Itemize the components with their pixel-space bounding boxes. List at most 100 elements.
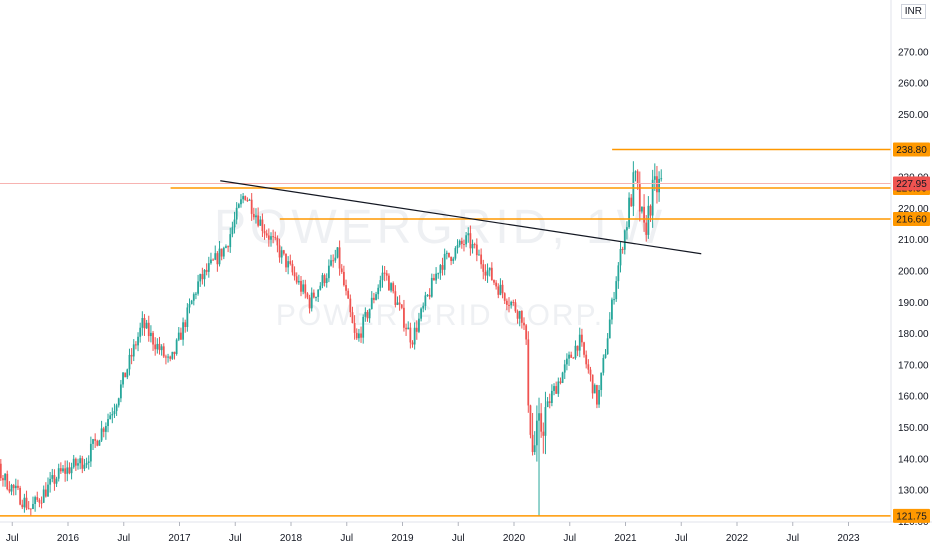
candle-body (347, 290, 350, 299)
candle-body (535, 420, 538, 446)
candle-body (647, 205, 650, 235)
candle-body (212, 259, 214, 261)
price-tick-label: 170.00 (898, 360, 929, 371)
candle-body (32, 503, 34, 510)
candle-body (312, 292, 315, 298)
candle-body (488, 267, 491, 271)
candle-body (81, 458, 84, 469)
candle-body (623, 230, 626, 250)
candle-body (570, 354, 573, 358)
candle-body (349, 298, 352, 313)
candle-body (79, 458, 82, 464)
candle-body (499, 284, 502, 295)
candle-body (188, 304, 191, 308)
candle-body (636, 171, 639, 184)
candle-body (325, 278, 328, 284)
candle-body (428, 294, 431, 297)
price-tick-label: 150.00 (898, 423, 929, 434)
candle-body (377, 287, 380, 295)
currency-badge[interactable]: INR (900, 4, 926, 19)
candle-body (231, 227, 234, 235)
candle-body (643, 206, 645, 223)
candle-body (150, 332, 152, 337)
candle-body (557, 381, 560, 394)
candle-body (2, 478, 4, 481)
candle-body (207, 263, 210, 272)
candle-body (317, 289, 320, 297)
price-tick-label: 250.00 (898, 110, 929, 121)
candle-body (293, 272, 296, 277)
candle-body (192, 294, 195, 301)
candle-body (445, 252, 448, 254)
candle-body (516, 311, 519, 319)
candle-body (611, 299, 613, 320)
candle-body (373, 297, 375, 300)
candle-body (248, 199, 251, 201)
candle-body (205, 269, 208, 272)
candle-body (606, 338, 609, 355)
candle-body (57, 468, 60, 479)
price-axis[interactable]: 120.00130.00140.00150.00160.00170.00180.… (898, 47, 929, 527)
candle-body (280, 250, 283, 258)
candle-body (119, 384, 122, 399)
candle-body (510, 301, 513, 306)
time-tick-label: 2017 (168, 533, 191, 544)
candle-body (602, 357, 605, 373)
time-tick-label: 2020 (503, 533, 526, 544)
candle-body (559, 381, 562, 383)
candle-body (152, 332, 154, 345)
candle-body (452, 258, 455, 262)
candle-body (59, 468, 62, 472)
candle-body (413, 327, 416, 345)
candle-body (184, 322, 187, 327)
candle-body (55, 478, 58, 484)
symbol-watermark: POWERGRID, 1W POWER GRID CORP. (214, 201, 662, 332)
candle-body (104, 426, 107, 432)
candle-body (327, 265, 330, 279)
time-tick-label: Jul (229, 533, 242, 544)
candle-body (362, 316, 365, 338)
candle-body (424, 295, 427, 306)
candle-body (304, 284, 307, 294)
candle-body (409, 327, 412, 343)
candle-body (342, 271, 345, 286)
candle-body (36, 497, 39, 500)
candle-body (555, 386, 558, 394)
candle-body (561, 372, 564, 383)
candle-body (291, 263, 294, 273)
candle-body (360, 333, 362, 338)
candle-body (216, 253, 219, 265)
candle-body (619, 248, 622, 266)
price-tick-label: 140.00 (898, 454, 929, 465)
candle-body (480, 254, 483, 265)
candle-body (23, 497, 26, 508)
candle-body (334, 257, 337, 261)
time-tick-label: 2019 (391, 533, 414, 544)
candle-body (456, 245, 459, 249)
candle-body (613, 299, 615, 301)
time-axis[interactable]: Jul 2016 Jul 2017 Jul 2018 Jul 2019 Jul 2020 Jul 20… (6, 522, 860, 544)
candle-body (353, 323, 356, 333)
candle-body (649, 205, 652, 216)
candle-body (529, 405, 532, 435)
candle-body (278, 245, 281, 258)
level-price-label: 121.75 (896, 511, 927, 522)
candle-body (381, 272, 384, 281)
candle-body (383, 272, 386, 274)
price-tick-label: 260.00 (898, 79, 929, 90)
candle-body (171, 351, 174, 359)
price-tick-label: 220.00 (898, 204, 929, 215)
candle-body (441, 265, 444, 270)
candle-body (244, 196, 247, 201)
candle-body (111, 413, 114, 416)
candle-body (403, 307, 405, 328)
trendline (220, 180, 702, 255)
candle-body (398, 302, 401, 305)
candle-body (321, 275, 324, 286)
candle-body (581, 334, 583, 343)
level-price-label-box (893, 142, 930, 157)
candle-body (531, 434, 534, 453)
candle-body (634, 171, 637, 173)
candle-body (379, 280, 382, 288)
